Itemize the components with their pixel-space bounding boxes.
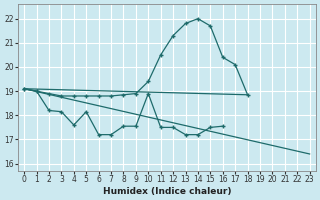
X-axis label: Humidex (Indice chaleur): Humidex (Indice chaleur)	[103, 187, 231, 196]
